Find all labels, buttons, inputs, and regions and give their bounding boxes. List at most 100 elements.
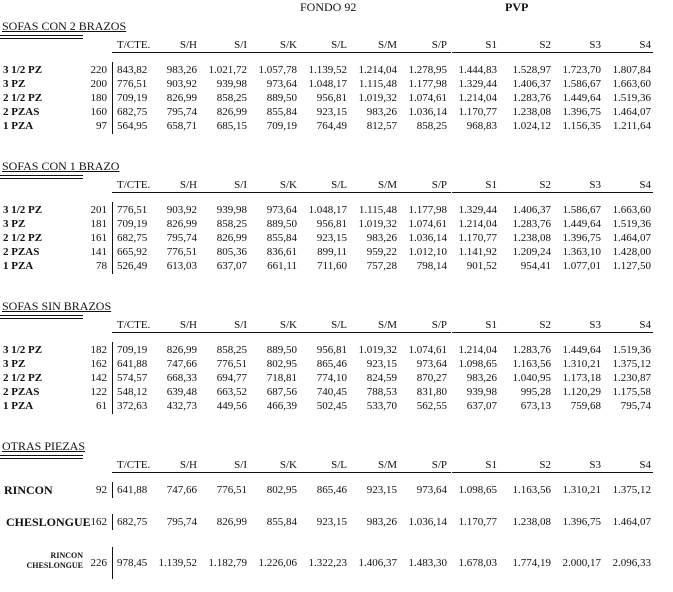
cell-value: 826,99 (216, 232, 247, 244)
cell-value: 973,64 (266, 78, 297, 90)
cell-value: 1.528,97 (512, 64, 552, 76)
cell-value: 709,19 (117, 344, 148, 356)
cell-value: 805,36 (216, 246, 247, 258)
cell-value: 1.406,37 (512, 204, 552, 216)
row-code: 220 (90, 64, 108, 76)
double-underline (0, 455, 83, 459)
cell-value: 1.483,30 (408, 557, 448, 569)
cell-value: 1.156,35 (562, 120, 602, 132)
column-header: S/I (234, 179, 247, 191)
column-header: S2 (539, 459, 551, 471)
row-label: 1 PZA (3, 120, 34, 132)
row-label: 3 1/2 PZ (3, 204, 43, 216)
cell-value: 776,51 (117, 204, 148, 216)
column-header: S/P (431, 179, 447, 191)
row-label: 1 PZA (3, 400, 34, 412)
cell-value: 759,68 (570, 400, 601, 412)
cell-value: 1.019,32 (358, 92, 398, 104)
cell-value: 956,81 (316, 92, 347, 104)
cell-value: 1.238,08 (512, 106, 552, 118)
column-header: S/L (331, 319, 347, 331)
cell-value: 1.663,60 (612, 78, 652, 90)
cell-value: 802,95 (266, 484, 297, 496)
cell-value: 1.077,01 (562, 260, 602, 272)
cell-value: 788,53 (366, 386, 397, 398)
cell-value: 956,81 (316, 218, 347, 230)
row-code: 161 (90, 232, 108, 244)
cell-value: 1.170,77 (458, 516, 498, 528)
cell-value: 889,50 (266, 218, 297, 230)
column-header: S1 (485, 319, 497, 331)
cell-value: 855,84 (266, 106, 297, 118)
cell-value: 923,15 (366, 484, 397, 496)
column-header: S4 (639, 459, 651, 471)
row-code: 201 (90, 204, 108, 216)
cell-value: 1.723,70 (562, 64, 602, 76)
cell-value: 1.048,17 (308, 78, 348, 90)
cell-value: 1.098,65 (458, 358, 498, 370)
cell-value: 1.396,75 (562, 106, 602, 118)
cell-value: 826,99 (166, 218, 197, 230)
cell-value: 1.173,18 (562, 372, 602, 384)
cell-value: 973,64 (266, 204, 297, 216)
row-label: CHESLONGUE (26, 561, 83, 570)
cell-value: 939,98 (216, 78, 247, 90)
cell-value: 1.586,67 (562, 78, 602, 90)
cell-value: 1.214,04 (458, 344, 498, 356)
cell-value: 2.096,33 (612, 557, 652, 569)
cell-value: 641,88 (117, 484, 148, 496)
cell-value: 923,15 (316, 232, 347, 244)
row-code: 180 (90, 92, 108, 104)
fondo-title: FONDO 92 (300, 0, 357, 14)
cell-value: 764,49 (316, 120, 347, 132)
row-code: 97 (96, 120, 107, 132)
cell-value: 1.278,95 (408, 64, 448, 76)
cell-value: 718,81 (266, 372, 297, 384)
cell-value: 637,07 (466, 400, 497, 412)
cell-value: 901,52 (466, 260, 497, 272)
column-header: S2 (539, 319, 551, 331)
cell-value: 1.019,32 (358, 218, 398, 230)
cell-value: 826,99 (166, 344, 197, 356)
header-rule (452, 472, 653, 473)
cell-value: 831,80 (416, 386, 447, 398)
cell-value: 740,45 (316, 386, 347, 398)
row-code: 141 (90, 246, 108, 258)
cell-value: 1.214,04 (458, 218, 498, 230)
cell-value: 939,98 (466, 386, 497, 398)
column-header: S/I (234, 39, 247, 51)
cell-value: 968,83 (466, 120, 497, 132)
cell-value: 1.024,12 (512, 120, 552, 132)
column-header: T/CTE. (117, 459, 151, 471)
row-code: 61 (96, 400, 107, 412)
cell-value: 1.214,04 (358, 64, 398, 76)
cell-value: 1.283,76 (512, 92, 552, 104)
cell-value: 658,71 (166, 120, 197, 132)
cell-value: 824,59 (366, 372, 397, 384)
row-divider (112, 202, 113, 274)
column-header: S/P (431, 459, 447, 471)
cell-value: 858,25 (216, 92, 247, 104)
cell-value: 983,26 (366, 106, 397, 118)
cell-value: 1.310,21 (562, 358, 602, 370)
cell-value: 1.177,98 (408, 204, 448, 216)
cell-value: 795,74 (166, 516, 197, 528)
row-label: 3 1/2 PZ (3, 344, 43, 356)
column-header: S3 (589, 459, 601, 471)
cell-value: 889,50 (266, 92, 297, 104)
cell-value: 637,07 (216, 260, 247, 272)
cell-value: 1.120,29 (562, 386, 602, 398)
cell-value: 1.074,61 (408, 344, 448, 356)
cell-value: 858,25 (216, 218, 247, 230)
cell-value: 978,45 (117, 557, 148, 569)
cell-value: 1.329,44 (458, 78, 498, 90)
column-header: S/H (179, 179, 197, 191)
row-label: 2 1/2 PZ (3, 232, 43, 244)
column-header: S4 (639, 39, 651, 51)
cell-value: 802,95 (266, 358, 297, 370)
cell-value: 1.329,44 (458, 204, 498, 216)
cell-value: 1.449,64 (562, 344, 602, 356)
cell-value: 694,77 (216, 372, 247, 384)
column-header: S/H (179, 39, 197, 51)
cell-value: 1.040,95 (512, 372, 552, 384)
